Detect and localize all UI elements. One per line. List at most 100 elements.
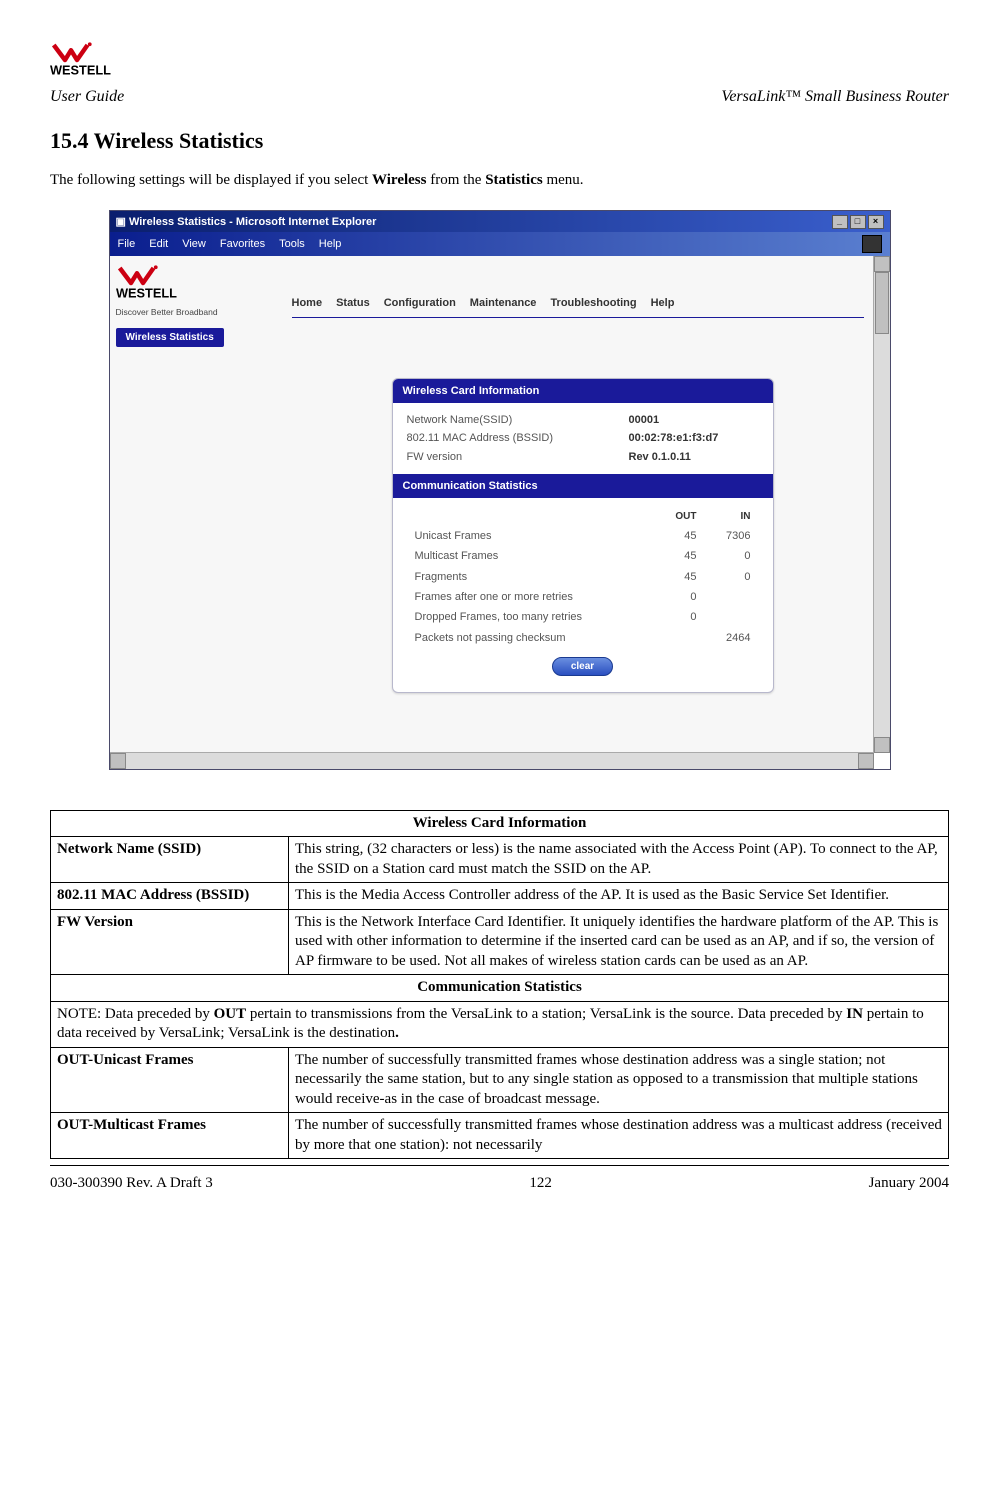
info-value: 00:02:78:e1:f3:d7: [629, 431, 759, 445]
screenshot-container: ▣ Wireless Statistics - Microsoft Intern…: [50, 210, 949, 770]
table-row: OUT-Unicast FramesThe number of successf…: [51, 1047, 949, 1113]
stat-out: 0: [651, 588, 703, 606]
menu-file[interactable]: File: [118, 237, 136, 251]
browser-window: ▣ Wireless Statistics - Microsoft Intern…: [109, 210, 891, 770]
info-label: 802.11 MAC Address (BSSID): [407, 431, 629, 445]
stat-label: Unicast Frames: [409, 527, 649, 545]
stat-out: 0: [651, 608, 703, 626]
westell-page-logo-icon: WESTELL: [116, 264, 206, 302]
menu-tools[interactable]: Tools: [279, 237, 305, 251]
nav-help[interactable]: Help: [651, 296, 675, 310]
scroll-right-icon[interactable]: [858, 753, 874, 769]
info-row: 802.11 MAC Address (BSSID)00:02:78:e1:f3…: [407, 429, 759, 447]
svg-text:WESTELL: WESTELL: [50, 62, 111, 77]
table-row: Packets not passing checksum2464: [409, 629, 757, 647]
col-in: IN: [705, 508, 757, 525]
table-row: OUT-Multicast FramesThe number of succes…: [51, 1113, 949, 1159]
stat-label: Dropped Frames, too many retries: [409, 608, 649, 626]
scroll-left-icon[interactable]: [110, 753, 126, 769]
clear-row: clear: [407, 649, 759, 684]
card-body-comm-stats: OUTIN Unicast Frames457306 Multicast Fra…: [393, 498, 773, 692]
stat-in: 0: [705, 568, 757, 586]
menu-favorites[interactable]: Favorites: [220, 237, 265, 251]
table-note-row: NOTE: Data preceded by OUT pertain to tr…: [51, 1001, 949, 1047]
intro-text-c: menu.: [543, 172, 584, 188]
intro-bold-statistics: Statistics: [485, 172, 543, 188]
scroll-down-icon[interactable]: [874, 737, 890, 753]
nav-status[interactable]: Status: [336, 296, 370, 310]
stat-out: 45: [651, 527, 703, 545]
menu-help[interactable]: Help: [319, 237, 342, 251]
table-row: Multicast Frames450: [409, 547, 757, 565]
nav-home[interactable]: Home: [292, 296, 323, 310]
footer-separator: [50, 1165, 949, 1166]
info-value: 00001: [629, 413, 759, 427]
stats-table: OUTIN Unicast Frames457306 Multicast Fra…: [407, 506, 759, 649]
svg-text:WESTELL: WESTELL: [116, 286, 177, 301]
footer-right: January 2004: [869, 1174, 949, 1194]
description-table: Wireless Card Information Network Name (…: [50, 810, 949, 1160]
stat-in: 0: [705, 547, 757, 565]
logo-area: WESTELL User Guide: [50, 40, 140, 107]
window-title: ▣ Wireless Statistics - Microsoft Intern…: [116, 215, 377, 229]
note-cell: NOTE: Data preceded by OUT pertain to tr…: [51, 1001, 949, 1047]
card-header-comm-stats: Communication Statistics: [393, 474, 773, 498]
clear-button[interactable]: clear: [552, 657, 613, 676]
product-title: VersaLink™ Small Business Router: [721, 87, 949, 108]
page-footer: 030-300390 Rev. A Draft 3 122 January 20…: [50, 1174, 949, 1194]
browser-menubar: File Edit View Favorites Tools Help: [110, 232, 890, 256]
intro-text-b: from the: [426, 172, 485, 188]
stat-out: [651, 629, 703, 647]
info-value: Rev 0.1.0.11: [629, 450, 759, 464]
stat-in: [705, 608, 757, 626]
intro-text-a: The following settings will be displayed…: [50, 172, 372, 188]
intro-bold-wireless: Wireless: [372, 172, 426, 188]
ie-throbber-icon: [862, 235, 882, 253]
desc-val: The number of successfully transmitted f…: [289, 1113, 949, 1159]
footer-left: 030-300390 Rev. A Draft 3: [50, 1174, 213, 1194]
nav-maintenance[interactable]: Maintenance: [470, 296, 537, 310]
table-row: 802.11 MAC Address (BSSID)This is the Me…: [51, 883, 949, 910]
maximize-button[interactable]: □: [850, 215, 866, 229]
page-header: WESTELL User Guide VersaLink™ Small Busi…: [50, 40, 949, 107]
info-label: Network Name(SSID): [407, 413, 629, 427]
desc-val: This is the Media Access Controller addr…: [289, 883, 949, 910]
table-header-cs: Communication Statistics: [51, 975, 949, 1002]
desc-val: This is the Network Interface Card Ident…: [289, 909, 949, 975]
user-guide-label: User Guide: [50, 87, 140, 108]
sidebar-tab-wireless-statistics[interactable]: Wireless Statistics: [116, 328, 224, 347]
table-row: Network Name (SSID)This string, (32 char…: [51, 837, 949, 883]
stat-out: 45: [651, 547, 703, 565]
close-button[interactable]: ×: [868, 215, 884, 229]
desc-key: FW Version: [51, 909, 289, 975]
card-body-wireless-info: Network Name(SSID)00001 802.11 MAC Addre…: [393, 403, 773, 474]
menu-view[interactable]: View: [182, 237, 206, 251]
desc-key: OUT-Unicast Frames: [51, 1047, 289, 1113]
nav-troubleshooting[interactable]: Troubleshooting: [550, 296, 636, 310]
page-logo: WESTELL Discover Better Broadband: [116, 264, 286, 319]
desc-val: This string, (32 characters or less) is …: [289, 837, 949, 883]
desc-key: Network Name (SSID): [51, 837, 289, 883]
scroll-up-icon[interactable]: [874, 256, 890, 272]
table-row: Frames after one or more retries0: [409, 588, 757, 606]
main-nav: Home Status Configuration Maintenance Tr…: [292, 296, 874, 310]
ie-icon: ▣: [116, 216, 129, 228]
stat-label: Frames after one or more retries: [409, 588, 649, 606]
scrollbar-horizontal[interactable]: [110, 752, 874, 769]
logo-tagline: Discover Better Broadband: [116, 307, 286, 318]
menu-edit[interactable]: Edit: [149, 237, 168, 251]
page-content: WESTELL Discover Better Broadband Wirele…: [110, 256, 874, 753]
minimize-button[interactable]: _: [832, 215, 848, 229]
nav-separator: [292, 317, 864, 318]
stat-out: 45: [651, 568, 703, 586]
stat-in: 7306: [705, 527, 757, 545]
table-header-wci: Wireless Card Information: [51, 810, 949, 837]
col-out: OUT: [651, 508, 703, 525]
scroll-thumb[interactable]: [875, 272, 889, 334]
stat-in: 2464: [705, 629, 757, 647]
stat-label: Multicast Frames: [409, 547, 649, 565]
scrollbar-vertical[interactable]: [873, 256, 890, 753]
desc-key: OUT-Multicast Frames: [51, 1113, 289, 1159]
browser-body: WESTELL Discover Better Broadband Wirele…: [110, 256, 890, 769]
nav-configuration[interactable]: Configuration: [384, 296, 456, 310]
